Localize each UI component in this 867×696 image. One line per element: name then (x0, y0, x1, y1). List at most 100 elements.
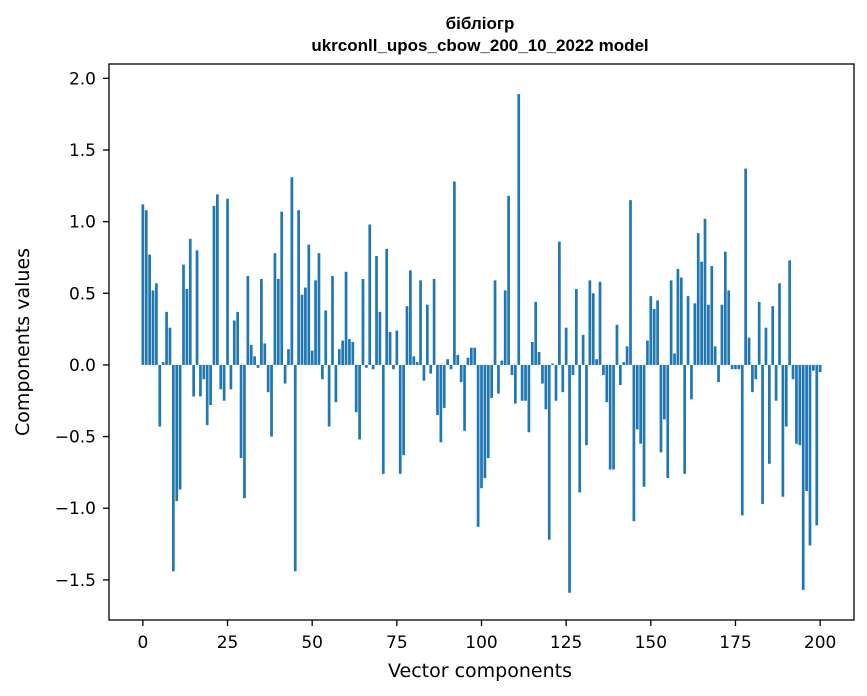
bar (371, 364, 375, 370)
bar (649, 296, 653, 365)
bar (199, 364, 202, 397)
bar (727, 290, 731, 365)
bar (530, 342, 534, 365)
bar (287, 349, 290, 365)
bar (669, 280, 673, 365)
bar (456, 354, 460, 365)
bar (547, 364, 551, 540)
y-axis-label: Components values (12, 248, 34, 436)
bar (652, 309, 656, 365)
x-tick-label: 75 (386, 633, 408, 653)
bar (446, 359, 449, 365)
bar (713, 346, 717, 365)
bar (585, 364, 588, 446)
bar (293, 364, 297, 572)
bar (232, 320, 236, 365)
bar (507, 195, 510, 365)
bar (365, 364, 368, 368)
bar (805, 364, 808, 492)
bar (253, 356, 256, 365)
bar (327, 364, 331, 427)
bar (280, 211, 284, 365)
y-tick-label: 2.0 (69, 69, 96, 89)
bar (497, 364, 500, 394)
bar (717, 364, 720, 383)
chart-title-line2: ukrconll_upos_cbow_200_10_2022 model (311, 36, 648, 55)
bar (263, 343, 267, 365)
bar (686, 296, 690, 365)
bar (808, 364, 812, 546)
bar (632, 364, 636, 522)
bar (185, 288, 189, 365)
bar (239, 364, 243, 459)
bar (524, 364, 527, 401)
bar (222, 364, 226, 401)
bar (795, 364, 798, 444)
bar (754, 364, 758, 380)
bar (453, 181, 456, 365)
bar (229, 364, 233, 390)
bar (618, 364, 622, 385)
bar (334, 364, 338, 403)
bar (402, 364, 405, 456)
bar (801, 364, 805, 590)
bar (656, 300, 659, 365)
bar (493, 280, 497, 365)
bar (243, 364, 246, 499)
bar (219, 364, 223, 390)
bar (784, 364, 788, 427)
bar (767, 364, 771, 464)
bar (591, 293, 595, 365)
bar (629, 200, 632, 365)
bar (551, 363, 554, 365)
bar (466, 357, 470, 365)
bars-group (141, 94, 822, 593)
bar (202, 364, 206, 380)
bar (710, 266, 714, 365)
bar (378, 311, 382, 365)
bar (351, 342, 355, 365)
y-tick-label: 0.0 (69, 356, 96, 376)
bar (537, 352, 541, 365)
bar (161, 362, 165, 365)
bar (541, 364, 544, 384)
bar (622, 362, 626, 365)
bar (307, 244, 311, 365)
bar (757, 301, 761, 365)
bar (317, 253, 321, 365)
bar (283, 364, 287, 384)
bar (375, 256, 378, 365)
bar (574, 288, 578, 365)
x-tick-label: 150 (635, 633, 667, 653)
bar (405, 306, 409, 365)
bar (639, 364, 643, 444)
bar (486, 364, 490, 459)
bar (781, 364, 785, 497)
bar (605, 364, 609, 403)
bar (155, 283, 158, 365)
bar (276, 278, 280, 365)
bar (564, 327, 568, 365)
bar (615, 324, 619, 365)
bar (625, 346, 629, 365)
bar (520, 364, 524, 401)
bar (659, 364, 663, 453)
bar (425, 304, 429, 365)
bar (696, 233, 700, 365)
bar (666, 364, 670, 479)
bar (571, 364, 575, 375)
bar (419, 280, 422, 365)
bar (412, 356, 416, 365)
bar (602, 364, 605, 375)
bar (751, 364, 754, 393)
bar (392, 364, 395, 370)
bar (348, 339, 351, 365)
bar (673, 353, 676, 365)
bar (700, 261, 703, 365)
bar (158, 364, 162, 427)
bar (192, 364, 196, 397)
bar (439, 364, 443, 443)
bar (168, 327, 172, 365)
x-axis-ticks: 0 25 50 75 100 125 150 175 200 (137, 620, 836, 653)
